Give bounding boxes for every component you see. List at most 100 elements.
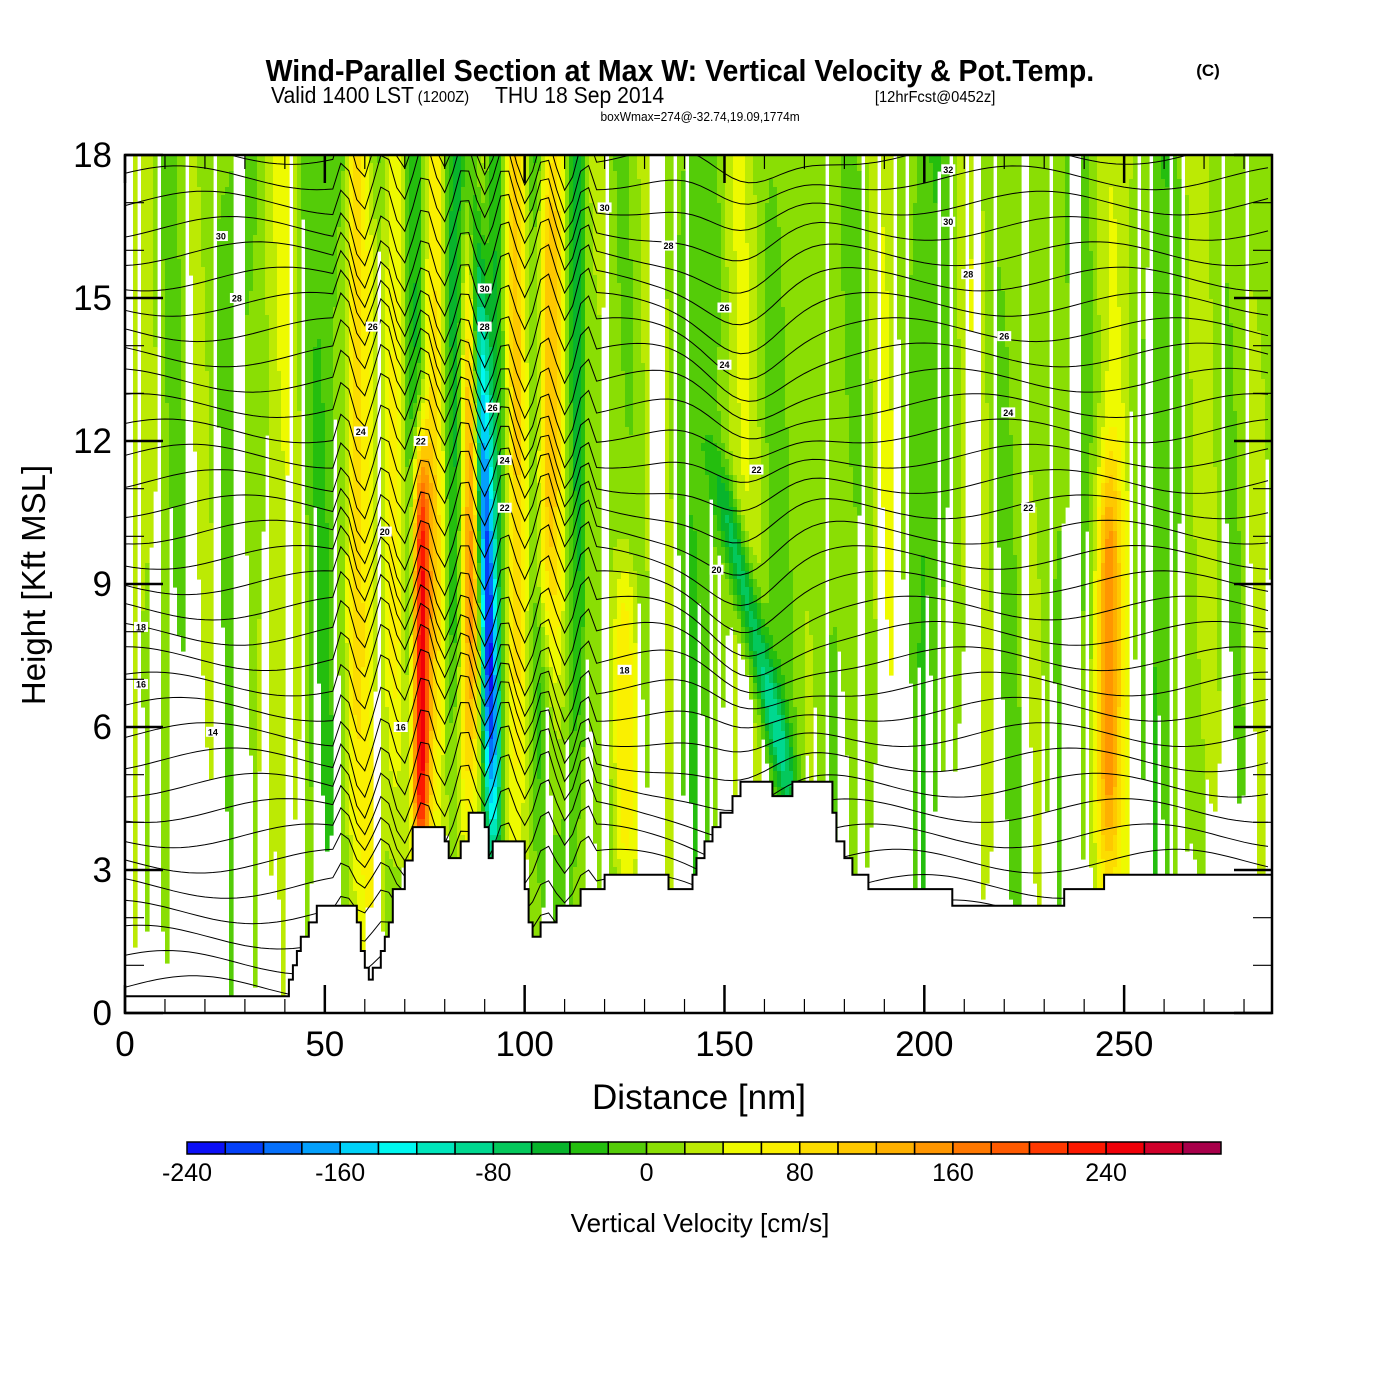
- w-cell: [1013, 555, 1018, 956]
- w-cell: [489, 467, 494, 500]
- w-cell: [465, 507, 470, 644]
- theta-label-text: 24: [719, 360, 729, 370]
- w-cell: [773, 667, 778, 684]
- w-cell: [445, 499, 450, 796]
- w-cell: [1109, 851, 1114, 876]
- theta-label: 30: [477, 283, 492, 294]
- w-cell: [641, 155, 646, 364]
- w-cell: [173, 155, 178, 588]
- w-cell: [981, 211, 986, 900]
- w-cell: [697, 155, 702, 604]
- w-cell: [745, 643, 750, 660]
- w-cell: [141, 611, 146, 708]
- w-cell: [1093, 155, 1098, 476]
- terrain-profile: [124, 780, 1273, 1014]
- w-cell: [705, 435, 710, 476]
- colorbar-swatch: [1143, 1141, 1184, 1155]
- w-cell: [181, 155, 186, 420]
- w-cell: [425, 763, 430, 804]
- w-cell: [929, 155, 934, 164]
- w-cell: [369, 163, 374, 236]
- w-cell: [441, 451, 446, 756]
- w-cell: [229, 155, 234, 172]
- w-cell: [617, 155, 622, 284]
- w-cell: [577, 155, 582, 572]
- w-cell: [425, 523, 430, 764]
- w-cell: [1253, 155, 1258, 300]
- w-cell: [349, 155, 354, 732]
- subtitle-valid: Valid 1400 LST: [271, 82, 414, 108]
- w-cell: [741, 531, 746, 548]
- w-cell: [1045, 155, 1050, 812]
- w-cell: [1113, 219, 1118, 428]
- w-cell: [489, 819, 494, 836]
- w-cell: [477, 307, 482, 444]
- w-cell: [1105, 795, 1110, 828]
- w-cell: [489, 563, 494, 596]
- w-cell: [721, 563, 726, 708]
- w-cell: [473, 443, 478, 476]
- w-cell: [1009, 435, 1014, 900]
- theta-contour-line: [125, 267, 1269, 355]
- theta-label: 24: [717, 359, 732, 370]
- theta-label-text: 26: [719, 303, 729, 313]
- w-cell: [617, 787, 622, 860]
- w-cell: [1205, 155, 1210, 780]
- w-cell: [477, 491, 482, 532]
- w-cell: [449, 211, 454, 348]
- w-cell: [481, 443, 486, 540]
- w-cell: [429, 619, 434, 732]
- w-cell: [1089, 155, 1094, 252]
- w-cell: [1037, 155, 1042, 580]
- w-cell: [305, 515, 310, 988]
- w-cell: [545, 611, 550, 636]
- w-cell: [733, 507, 738, 524]
- w-cell: [589, 203, 594, 732]
- w-cell: [161, 259, 166, 932]
- w-cell: [1257, 155, 1262, 332]
- w-cell: [481, 259, 486, 284]
- w-cell: [785, 739, 790, 796]
- w-cell: [889, 411, 894, 676]
- w-cell: [745, 547, 750, 564]
- w-cell: [841, 155, 846, 292]
- w-cell: [749, 579, 754, 588]
- w-cell: [613, 547, 618, 620]
- w-cell: [617, 579, 622, 628]
- w-cell: [793, 707, 798, 756]
- w-cell: [749, 587, 754, 612]
- w-cell: [769, 763, 774, 788]
- w-cell: [465, 203, 470, 236]
- w-cell: [637, 179, 642, 604]
- w-cell: [733, 595, 738, 612]
- w-cell: [753, 155, 758, 196]
- w-cell: [1117, 707, 1122, 828]
- w-cell: [557, 835, 562, 956]
- w-cell: [609, 779, 614, 940]
- w-cell: [469, 531, 474, 644]
- y-tick-label: 3: [93, 851, 112, 890]
- w-cell: [1229, 323, 1234, 652]
- w-cell: [393, 155, 398, 292]
- w-cell: [457, 155, 462, 212]
- w-cell: [421, 459, 426, 468]
- w-cell: [929, 163, 934, 676]
- x-axis-label: Distance [nm]: [592, 1078, 806, 1117]
- w-cell: [561, 707, 566, 820]
- w-cell: [165, 155, 170, 404]
- w-cell: [537, 211, 542, 452]
- w-cell: [1097, 579, 1102, 804]
- w-cell: [733, 475, 738, 500]
- w-cell: [389, 859, 394, 940]
- w-cell: [1105, 507, 1110, 540]
- theta-label-text: 24: [1003, 408, 1013, 418]
- w-cell: [869, 379, 874, 828]
- w-cell: [493, 819, 498, 836]
- w-cell: [1225, 283, 1230, 524]
- w-cell: [421, 491, 426, 508]
- w-cell: [533, 603, 538, 852]
- w-cell: [761, 603, 766, 620]
- w-cell: [781, 699, 786, 716]
- colorbar-swatch: [262, 1141, 303, 1155]
- w-cell: [765, 731, 770, 748]
